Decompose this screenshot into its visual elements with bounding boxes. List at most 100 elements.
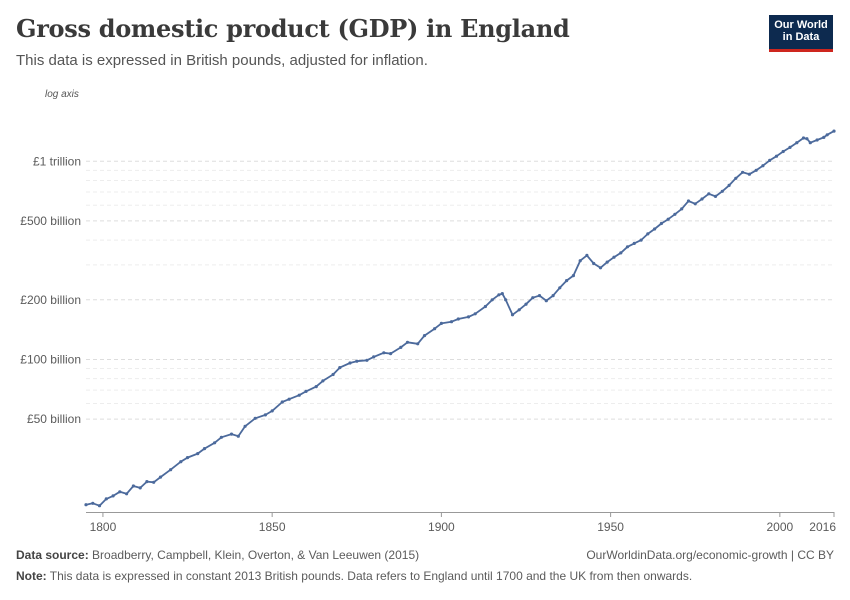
x-tick-label: 1850 <box>259 520 286 534</box>
data-point <box>578 259 582 263</box>
series-layer <box>84 129 836 508</box>
data-source: Data source: Broadberry, Campbell, Klein… <box>16 548 419 562</box>
data-point <box>405 340 410 344</box>
data-point <box>97 504 102 508</box>
y-tick-label: £500 billion <box>20 214 81 228</box>
data-point <box>781 149 785 154</box>
data-point <box>707 192 711 196</box>
data-point <box>659 221 664 226</box>
data-point <box>524 302 528 306</box>
data-point <box>152 480 156 484</box>
data-point <box>483 304 487 309</box>
url-link[interactable]: OurWorldinData.org/economic-growth | CC … <box>586 548 834 562</box>
data-point <box>399 345 403 349</box>
data-point <box>598 266 603 270</box>
note-text: This data is expressed in constant 2013 … <box>49 569 693 583</box>
data-point <box>118 490 122 494</box>
data-point <box>801 136 806 140</box>
data-point <box>666 217 670 221</box>
data-point <box>338 366 342 370</box>
source-label: Data source: <box>16 548 89 562</box>
data-point <box>314 385 318 389</box>
data-point <box>558 286 562 290</box>
data-point <box>815 138 819 142</box>
data-point <box>131 484 135 488</box>
data-point <box>169 468 173 472</box>
note: Note: This data is expressed in constant… <box>16 569 692 583</box>
data-point <box>585 253 589 257</box>
data-point <box>473 312 477 316</box>
data-point <box>422 334 427 338</box>
data-point <box>531 296 535 300</box>
data-point <box>236 434 240 438</box>
data-point <box>825 133 829 137</box>
data-point <box>805 137 809 141</box>
data-point <box>612 255 616 259</box>
data-point <box>592 261 596 266</box>
grid-lines <box>86 160 834 420</box>
data-point <box>185 456 190 460</box>
data-point <box>537 294 542 298</box>
x-tick-label: 1950 <box>597 520 624 534</box>
data-point <box>653 227 657 231</box>
data-point <box>517 308 521 312</box>
y-tick-label: £200 billion <box>20 293 81 307</box>
y-axis: log axis £50 billion £100 billion £200 bill… <box>20 89 81 426</box>
data-point <box>795 141 799 145</box>
data-point <box>287 397 291 401</box>
data-point <box>788 145 792 149</box>
y-tick-label: £50 billion <box>27 412 81 426</box>
data-point <box>179 460 183 464</box>
x-axis: 1800 1850 1900 1950 2000 2016 <box>86 512 836 534</box>
x-tick-label: 1800 <box>90 520 117 534</box>
data-point <box>389 352 393 356</box>
note-label: Note: <box>16 569 47 583</box>
data-point <box>504 298 508 302</box>
data-point <box>456 317 460 321</box>
data-point <box>565 279 569 283</box>
data-point <box>500 292 504 296</box>
series-line <box>85 130 835 507</box>
x-tick-label: 2016 <box>809 520 836 534</box>
data-point <box>331 372 335 377</box>
data-point <box>280 400 284 404</box>
data-point <box>253 416 257 420</box>
data-point <box>382 351 386 355</box>
data-point <box>619 251 623 255</box>
data-point <box>243 424 247 428</box>
logo-line-2: in Data <box>782 31 820 43</box>
data-point <box>646 232 650 236</box>
y-tick-label: £100 billion <box>20 352 81 366</box>
axis-note: log axis <box>45 89 79 100</box>
data-point <box>734 176 738 180</box>
data-point <box>355 359 359 363</box>
data-point <box>774 154 779 158</box>
data-point <box>449 320 454 324</box>
data-point <box>138 486 142 490</box>
data-point <box>639 238 643 242</box>
data-point <box>84 503 88 507</box>
data-point <box>544 299 548 303</box>
data-point <box>832 129 836 133</box>
data-point <box>348 361 352 365</box>
data-point <box>91 501 95 505</box>
data-point <box>297 393 301 397</box>
data-point <box>741 170 745 174</box>
owid-logo[interactable]: Our World in Data <box>769 15 833 52</box>
data-point <box>213 441 217 445</box>
data-point <box>270 409 274 413</box>
data-point <box>104 497 108 501</box>
data-point <box>304 389 308 393</box>
data-point <box>196 452 200 456</box>
data-point <box>551 294 555 298</box>
data-point <box>439 321 443 325</box>
x-tick-label: 2000 <box>766 520 793 534</box>
logo-line-1: Our World <box>774 19 828 31</box>
data-point <box>219 435 223 439</box>
data-point <box>497 293 501 297</box>
data-point <box>125 492 129 496</box>
data-point <box>571 274 576 278</box>
data-point <box>365 358 369 362</box>
data-point <box>466 315 471 319</box>
data-point <box>632 241 636 245</box>
